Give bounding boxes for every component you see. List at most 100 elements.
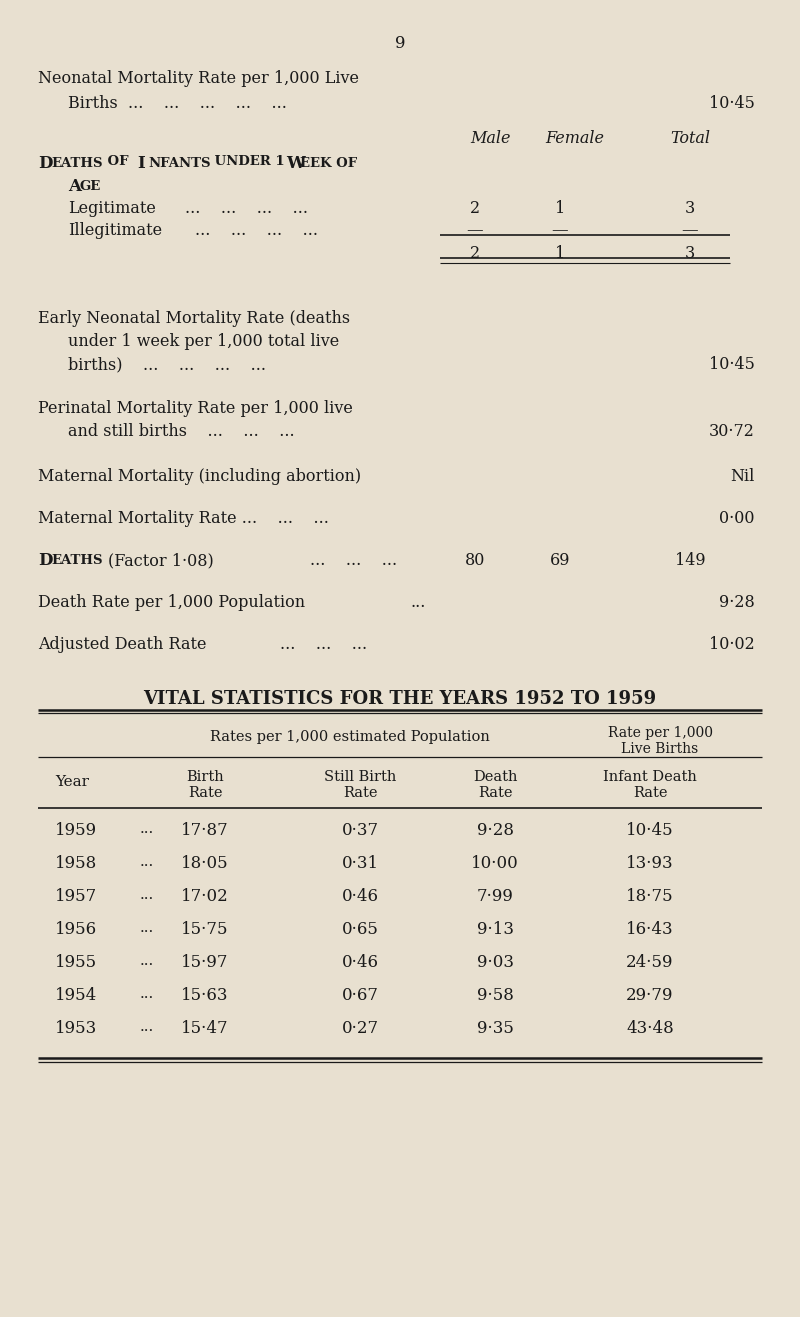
Text: 80: 80 xyxy=(465,552,485,569)
Text: 10·45: 10·45 xyxy=(626,822,674,839)
Text: A: A xyxy=(68,178,81,195)
Text: ...    ...    ...: ... ... ... xyxy=(310,552,397,569)
Text: 1: 1 xyxy=(555,245,565,262)
Text: 9·13: 9·13 xyxy=(477,921,514,938)
Text: 1955: 1955 xyxy=(55,954,97,971)
Text: (Factor 1·08): (Factor 1·08) xyxy=(108,552,214,569)
Text: ...: ... xyxy=(140,888,154,902)
Text: 15·47: 15·47 xyxy=(181,1019,229,1036)
Text: 69: 69 xyxy=(550,552,570,569)
Text: 9·28: 9·28 xyxy=(719,594,755,611)
Text: Live Births: Live Births xyxy=(622,741,698,756)
Text: 17·02: 17·02 xyxy=(181,888,229,905)
Text: 1959: 1959 xyxy=(55,822,97,839)
Text: 9·35: 9·35 xyxy=(477,1019,514,1036)
Text: 7·99: 7·99 xyxy=(477,888,514,905)
Text: ...: ... xyxy=(410,594,426,611)
Text: 30·72: 30·72 xyxy=(709,423,755,440)
Text: Rates per 1,000 estimated Population: Rates per 1,000 estimated Population xyxy=(210,730,490,744)
Text: Birth
Rate: Birth Rate xyxy=(186,770,224,801)
Text: 15·75: 15·75 xyxy=(182,921,229,938)
Text: 0·46: 0·46 xyxy=(342,888,378,905)
Text: 0·37: 0·37 xyxy=(342,822,378,839)
Text: 10·45: 10·45 xyxy=(709,356,755,373)
Text: ...: ... xyxy=(140,855,154,869)
Text: —: — xyxy=(682,223,698,238)
Text: OF: OF xyxy=(103,155,133,169)
Text: Female: Female xyxy=(545,130,604,148)
Text: UNDER 1: UNDER 1 xyxy=(210,155,290,169)
Text: 13·93: 13·93 xyxy=(626,855,674,872)
Text: ...    ...    ...    ...: ... ... ... ... xyxy=(195,223,318,238)
Text: ...: ... xyxy=(140,986,154,1001)
Text: 43·48: 43·48 xyxy=(626,1019,674,1036)
Text: 9·58: 9·58 xyxy=(477,986,514,1004)
Text: Death Rate per 1,000 Population: Death Rate per 1,000 Population xyxy=(38,594,305,611)
Text: 1958: 1958 xyxy=(55,855,98,872)
Text: 3: 3 xyxy=(685,245,695,262)
Text: I: I xyxy=(137,155,145,173)
Text: 10·45: 10·45 xyxy=(709,95,755,112)
Text: 10·00: 10·00 xyxy=(471,855,519,872)
Text: GE: GE xyxy=(80,180,102,194)
Text: 16·43: 16·43 xyxy=(626,921,674,938)
Text: Early Neonatal Mortality Rate (deaths: Early Neonatal Mortality Rate (deaths xyxy=(38,309,350,327)
Text: 1: 1 xyxy=(555,200,565,217)
Text: NFANTS: NFANTS xyxy=(148,157,210,170)
Text: —: — xyxy=(466,223,483,238)
Text: EATHS: EATHS xyxy=(51,554,102,568)
Text: 0·27: 0·27 xyxy=(342,1019,378,1036)
Text: 1956: 1956 xyxy=(55,921,97,938)
Text: 0·65: 0·65 xyxy=(342,921,378,938)
Text: births)    ...    ...    ...    ...: births) ... ... ... ... xyxy=(68,356,266,373)
Text: ...: ... xyxy=(140,921,154,935)
Text: EEK OF: EEK OF xyxy=(300,157,357,170)
Text: 10·02: 10·02 xyxy=(710,636,755,653)
Text: Legitimate: Legitimate xyxy=(68,200,156,217)
Text: 2: 2 xyxy=(470,200,480,217)
Text: W: W xyxy=(286,155,305,173)
Text: Nil: Nil xyxy=(730,468,755,485)
Text: ...: ... xyxy=(140,1019,154,1034)
Text: Illegitimate: Illegitimate xyxy=(68,223,162,238)
Text: —: — xyxy=(552,223,568,238)
Text: under 1 week per 1,000 total live: under 1 week per 1,000 total live xyxy=(68,333,339,350)
Text: VITAL STATISTICS FOR THE YEARS 1952 TO 1959: VITAL STATISTICS FOR THE YEARS 1952 TO 1… xyxy=(143,690,657,709)
Text: 18·75: 18·75 xyxy=(626,888,674,905)
Text: Year: Year xyxy=(55,774,89,789)
Text: Male: Male xyxy=(470,130,510,148)
Text: Births  ...    ...    ...    ...    ...: Births ... ... ... ... ... xyxy=(68,95,287,112)
Text: Total: Total xyxy=(670,130,710,148)
Text: EATHS: EATHS xyxy=(51,157,102,170)
Text: 9·28: 9·28 xyxy=(477,822,514,839)
Text: Infant Death
Rate: Infant Death Rate xyxy=(603,770,697,801)
Text: 29·79: 29·79 xyxy=(626,986,674,1004)
Text: ...    ...    ...: ... ... ... xyxy=(280,636,367,653)
Text: Maternal Mortality (including abortion): Maternal Mortality (including abortion) xyxy=(38,468,361,485)
Text: 0·46: 0·46 xyxy=(342,954,378,971)
Text: Perinatal Mortality Rate per 1,000 live: Perinatal Mortality Rate per 1,000 live xyxy=(38,400,353,417)
Text: 15·97: 15·97 xyxy=(182,954,229,971)
Text: 9·03: 9·03 xyxy=(477,954,514,971)
Text: 17·87: 17·87 xyxy=(181,822,229,839)
Text: D: D xyxy=(38,552,53,569)
Text: Still Birth
Rate: Still Birth Rate xyxy=(324,770,396,801)
Text: 1954: 1954 xyxy=(55,986,98,1004)
Text: 9: 9 xyxy=(394,36,406,51)
Text: Death
Rate: Death Rate xyxy=(473,770,518,801)
Text: 1957: 1957 xyxy=(55,888,98,905)
Text: Maternal Mortality Rate ...    ...    ...: Maternal Mortality Rate ... ... ... xyxy=(38,510,329,527)
Text: 0·31: 0·31 xyxy=(342,855,378,872)
Text: 0·67: 0·67 xyxy=(342,986,378,1004)
Text: Rate per 1,000: Rate per 1,000 xyxy=(607,726,713,740)
Text: ...: ... xyxy=(140,954,154,968)
Text: 15·63: 15·63 xyxy=(182,986,229,1004)
Text: ...    ...    ...    ...: ... ... ... ... xyxy=(185,200,308,217)
Text: 1953: 1953 xyxy=(55,1019,98,1036)
Text: Adjusted Death Rate: Adjusted Death Rate xyxy=(38,636,206,653)
Text: and still births    ...    ...    ...: and still births ... ... ... xyxy=(68,423,294,440)
Text: 0·00: 0·00 xyxy=(719,510,755,527)
Text: ...: ... xyxy=(140,822,154,836)
Text: 149: 149 xyxy=(674,552,706,569)
Text: 24·59: 24·59 xyxy=(626,954,674,971)
